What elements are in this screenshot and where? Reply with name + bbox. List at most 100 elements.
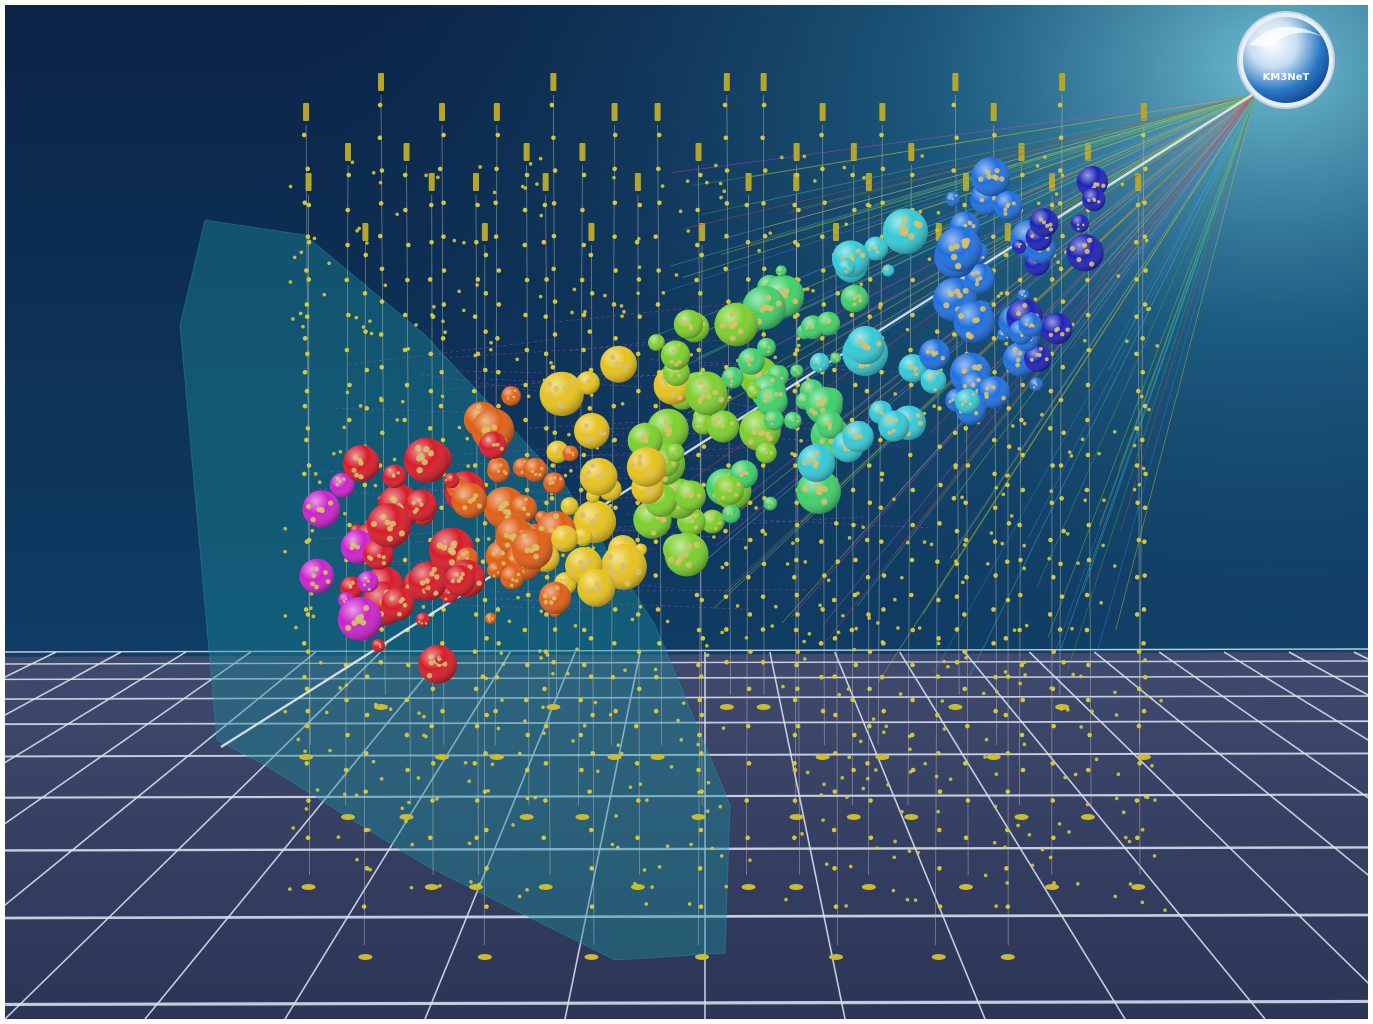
optical-module-icon bbox=[848, 864, 853, 869]
optical-module-icon bbox=[1004, 866, 1009, 871]
event-display-scene[interactable]: KM3NeT bbox=[5, 5, 1368, 1019]
optical-module-icon bbox=[718, 181, 723, 186]
optical-module-icon bbox=[544, 426, 549, 431]
optical-module-icon bbox=[400, 399, 405, 404]
hit-sphere-icon bbox=[920, 367, 947, 394]
optical-module-icon bbox=[395, 212, 399, 217]
optical-module-icon bbox=[1022, 742, 1027, 747]
optical-module-icon bbox=[910, 277, 915, 283]
optical-module-icon bbox=[1136, 537, 1142, 543]
hit-sphere-icon bbox=[797, 444, 836, 483]
optical-module-icon bbox=[575, 647, 579, 652]
optical-module-icon bbox=[744, 635, 749, 640]
optical-module-icon bbox=[496, 641, 501, 646]
optical-module-icon bbox=[686, 229, 691, 233]
optical-module-icon bbox=[1071, 672, 1075, 677]
optical-module-icon bbox=[1155, 344, 1160, 348]
anchor-icon bbox=[815, 754, 830, 760]
optical-module-icon bbox=[1141, 466, 1146, 471]
optical-module-icon bbox=[1057, 102, 1063, 108]
optical-module-icon bbox=[1059, 496, 1064, 501]
optical-module-icon bbox=[1113, 894, 1118, 899]
optical-module-icon bbox=[867, 500, 873, 506]
optical-module-icon bbox=[908, 747, 912, 752]
anchor-icon bbox=[546, 704, 561, 710]
optical-module-icon bbox=[805, 770, 810, 775]
optical-module-icon bbox=[619, 304, 624, 308]
optical-module-icon bbox=[813, 179, 817, 183]
optical-module-icon bbox=[1009, 514, 1014, 518]
photon-path bbox=[1129, 94, 1256, 181]
optical-module-icon bbox=[533, 795, 538, 800]
optical-module-icon bbox=[1003, 712, 1009, 718]
optical-module-icon bbox=[1134, 314, 1139, 319]
optical-module-icon bbox=[610, 674, 616, 680]
optical-module-icon bbox=[496, 369, 501, 375]
hit-sphere-icon bbox=[302, 490, 341, 528]
optical-module-icon bbox=[363, 751, 369, 756]
optical-module-icon bbox=[936, 809, 941, 814]
optical-module-icon bbox=[388, 707, 393, 711]
optical-module-icon bbox=[794, 500, 800, 506]
optical-module-icon bbox=[859, 282, 864, 287]
optical-module-icon bbox=[1030, 863, 1035, 868]
optical-module-icon bbox=[698, 172, 703, 178]
anchor-icon bbox=[519, 814, 534, 820]
optical-module-icon bbox=[822, 782, 826, 787]
optical-module-icon bbox=[405, 767, 410, 773]
optical-module-icon bbox=[1000, 541, 1005, 546]
buoy-icon bbox=[481, 223, 488, 241]
buoy-icon bbox=[472, 173, 479, 191]
buoy-icon bbox=[303, 103, 310, 121]
optical-module-icon bbox=[613, 336, 618, 341]
optical-module-icon bbox=[879, 539, 884, 544]
optical-module-icon bbox=[302, 200, 308, 206]
optical-module-icon bbox=[951, 168, 956, 173]
optical-module-icon bbox=[465, 436, 470, 441]
buoy-icon bbox=[305, 173, 312, 191]
optical-module-icon bbox=[940, 699, 945, 703]
optical-module-icon bbox=[552, 430, 558, 436]
grid-line bbox=[5, 752, 1368, 758]
optical-module-icon bbox=[1020, 172, 1025, 178]
optical-module-icon bbox=[852, 647, 857, 652]
optical-module-icon bbox=[528, 162, 533, 166]
optical-module-icon bbox=[794, 592, 800, 598]
optical-module-icon bbox=[794, 557, 799, 563]
optical-module-icon bbox=[963, 426, 969, 431]
optical-module-icon bbox=[910, 697, 915, 703]
optical-module-icon bbox=[310, 528, 315, 533]
optical-module-icon bbox=[364, 674, 370, 679]
optical-module-icon bbox=[882, 730, 886, 735]
optical-module-icon bbox=[302, 471, 307, 477]
event-display-viewport[interactable]: KM3NeT bbox=[5, 5, 1368, 1019]
anchor-icon bbox=[691, 814, 706, 820]
optical-module-icon bbox=[635, 612, 641, 617]
optical-module-icon bbox=[986, 562, 990, 566]
optical-module-icon bbox=[525, 888, 529, 892]
optical-module-icon bbox=[878, 305, 882, 310]
optical-module-icon bbox=[582, 723, 587, 728]
optical-module-icon bbox=[590, 712, 595, 718]
seabed-grid bbox=[5, 648, 1368, 1019]
optical-module-icon bbox=[342, 792, 347, 797]
optical-module-icon bbox=[1060, 233, 1065, 239]
optical-module-icon bbox=[581, 172, 587, 178]
grid-line bbox=[5, 999, 1368, 1007]
optical-module-icon bbox=[937, 866, 942, 871]
optical-module-icon bbox=[474, 835, 480, 841]
optical-module-icon bbox=[516, 595, 520, 600]
optical-module-icon bbox=[619, 751, 624, 756]
optical-module-icon bbox=[937, 406, 942, 411]
optical-module-icon bbox=[1140, 336, 1145, 341]
optical-module-icon bbox=[1047, 426, 1053, 431]
optical-module-icon bbox=[833, 712, 838, 718]
photon-path bbox=[664, 94, 1256, 293]
optical-module-icon bbox=[438, 403, 444, 409]
optical-module-icon bbox=[1005, 674, 1011, 679]
optical-module-icon bbox=[1085, 452, 1091, 458]
optical-module-icon bbox=[304, 437, 309, 443]
optical-module-icon bbox=[994, 772, 999, 776]
detector-string bbox=[610, 124, 615, 746]
optical-module-icon bbox=[477, 882, 481, 887]
